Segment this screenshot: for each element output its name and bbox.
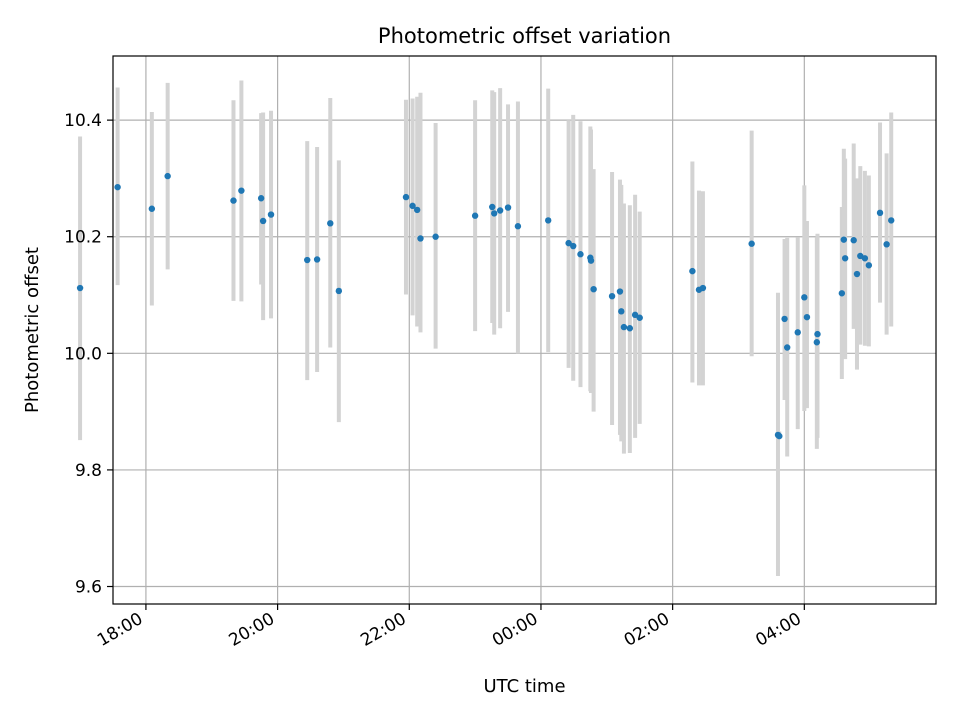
data-point (267, 211, 275, 218)
y-axis-label: Photometric offset (22, 247, 43, 413)
data-point (590, 285, 597, 293)
data-point (76, 284, 84, 292)
data-point (861, 255, 869, 262)
data-point (587, 257, 595, 264)
data-point (616, 288, 624, 295)
data-point (838, 290, 846, 297)
data-point (689, 267, 696, 275)
data-point (577, 251, 584, 258)
data-point (504, 204, 512, 211)
data-point (514, 223, 522, 230)
y-tick-label: 10.2 (64, 228, 102, 248)
data-point (565, 239, 572, 247)
y-tick-label: 10.0 (64, 344, 102, 364)
data-point (699, 284, 707, 292)
plot-frame (112, 55, 937, 605)
data-point (853, 270, 861, 278)
data-point (417, 235, 424, 242)
data-point (748, 240, 755, 247)
data-point (238, 187, 245, 194)
data-point (545, 217, 552, 224)
data-point (471, 212, 479, 219)
data-point (327, 220, 334, 227)
y-tick-label: 9.8 (75, 461, 102, 481)
data-point (841, 255, 849, 262)
data-point (781, 315, 788, 323)
data-point (335, 287, 343, 295)
chart-title: Photometric offset variation (378, 24, 671, 48)
data-point (496, 207, 504, 214)
data-point (313, 256, 321, 263)
y-tick-label: 9.6 (75, 578, 102, 598)
data-point (618, 308, 625, 315)
data-point (801, 294, 808, 301)
data-point (230, 197, 237, 204)
data-point (620, 323, 628, 331)
data-point (259, 217, 267, 225)
data-points (76, 172, 895, 440)
data-point (776, 432, 783, 440)
data-point (164, 172, 171, 180)
data-point (794, 329, 801, 336)
data-point (491, 210, 498, 217)
data-point (850, 237, 857, 244)
data-point (840, 236, 848, 243)
grid-lines (113, 56, 936, 604)
data-point (626, 325, 634, 332)
y-tick-label: 10.4 (64, 111, 102, 131)
data-point (814, 330, 821, 338)
data-point (148, 205, 156, 212)
data-point (608, 292, 616, 300)
data-point (413, 206, 421, 214)
data-point (409, 202, 416, 210)
data-point (883, 241, 890, 248)
x-axis-label: UTC time (483, 676, 565, 697)
data-point (631, 311, 639, 319)
data-point (432, 233, 439, 240)
data-point (570, 242, 577, 250)
data-point (489, 203, 496, 211)
data-point (257, 195, 265, 202)
data-point (876, 209, 884, 217)
data-point (636, 314, 643, 321)
data-point (402, 193, 410, 201)
data-point (803, 313, 811, 321)
data-point (114, 183, 121, 191)
data-point (888, 217, 895, 224)
data-point (813, 339, 821, 346)
data-point (865, 262, 873, 269)
data-point (784, 344, 791, 351)
data-point (304, 256, 311, 264)
